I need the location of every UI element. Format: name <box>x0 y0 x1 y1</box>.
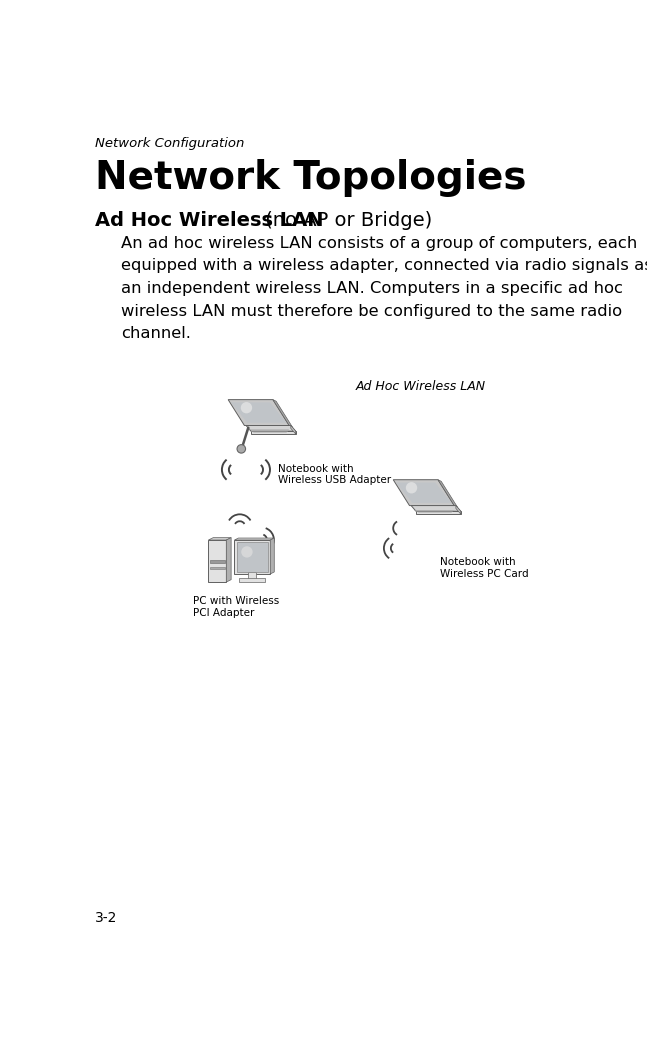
Text: PC with Wireless
PCI Adapter: PC with Wireless PCI Adapter <box>193 595 280 618</box>
Text: Network Configuration: Network Configuration <box>95 137 244 150</box>
Polygon shape <box>270 538 274 574</box>
Polygon shape <box>291 425 296 434</box>
Text: 3-2: 3-2 <box>95 911 117 925</box>
Polygon shape <box>234 538 274 540</box>
FancyBboxPatch shape <box>239 579 265 582</box>
FancyBboxPatch shape <box>234 540 270 574</box>
Text: Notebook with
Wireless USB Adapter: Notebook with Wireless USB Adapter <box>278 464 391 485</box>
Circle shape <box>406 482 417 493</box>
Text: channel.: channel. <box>121 326 191 342</box>
Text: Notebook with
Wireless PC Card: Notebook with Wireless PC Card <box>440 558 529 579</box>
Polygon shape <box>456 506 461 514</box>
Polygon shape <box>231 403 287 423</box>
Text: An ad hoc wireless LAN consists of a group of computers, each: An ad hoc wireless LAN consists of a gro… <box>121 236 637 250</box>
Polygon shape <box>396 483 452 503</box>
Circle shape <box>241 402 252 413</box>
Text: (no AP or Bridge): (no AP or Bridge) <box>259 211 432 230</box>
Polygon shape <box>228 400 289 425</box>
Text: Ad Hoc Wireless LAN: Ad Hoc Wireless LAN <box>95 211 324 230</box>
Text: equipped with a wireless adapter, connected via radio signals as: equipped with a wireless adapter, connec… <box>121 259 647 274</box>
FancyBboxPatch shape <box>210 567 225 569</box>
Polygon shape <box>416 511 461 514</box>
Circle shape <box>241 546 252 558</box>
FancyBboxPatch shape <box>237 543 268 571</box>
FancyBboxPatch shape <box>210 560 225 563</box>
Polygon shape <box>246 425 296 431</box>
Polygon shape <box>251 431 296 434</box>
FancyBboxPatch shape <box>208 540 226 582</box>
Circle shape <box>237 445 246 453</box>
Polygon shape <box>208 538 231 540</box>
FancyBboxPatch shape <box>248 572 256 579</box>
Polygon shape <box>393 480 454 506</box>
Polygon shape <box>226 538 231 582</box>
Text: wireless LAN must therefore be configured to the same radio: wireless LAN must therefore be configure… <box>121 304 622 319</box>
Polygon shape <box>273 400 292 427</box>
Polygon shape <box>411 506 461 511</box>
Polygon shape <box>438 480 457 507</box>
Text: Network Topologies: Network Topologies <box>95 159 526 197</box>
Text: Ad Hoc Wireless LAN: Ad Hoc Wireless LAN <box>356 380 486 392</box>
Text: an independent wireless LAN. Computers in a specific ad hoc: an independent wireless LAN. Computers i… <box>121 281 623 296</box>
